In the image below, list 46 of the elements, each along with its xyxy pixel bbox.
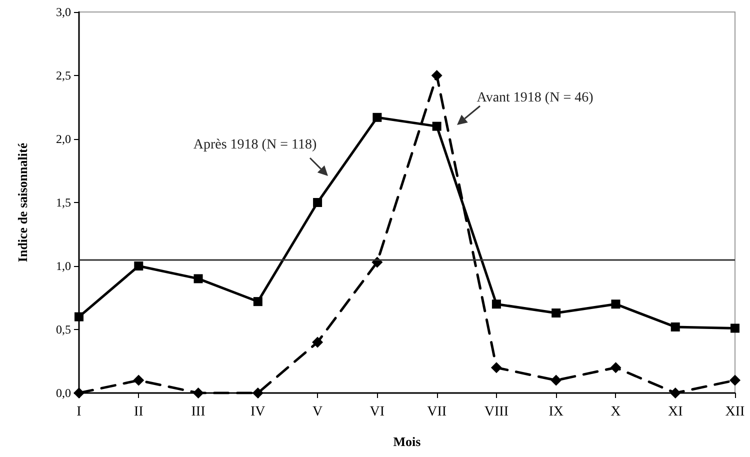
- point: [670, 388, 681, 398]
- x-tick-label: VI: [370, 404, 385, 420]
- annotation: Après 1918 (N = 118): [193, 138, 317, 152]
- y-tick-label: 1,0: [56, 259, 71, 273]
- point: [74, 388, 84, 398]
- point: [611, 300, 620, 309]
- x-tick-label: II: [134, 404, 144, 420]
- y-tick-label: 0,5: [56, 322, 71, 336]
- annotation: Avant 1918 (N = 46): [476, 90, 594, 106]
- point: [610, 362, 622, 374]
- point: [730, 374, 740, 386]
- point: [552, 308, 561, 318]
- y-tick-label: 2,5: [56, 68, 71, 82]
- y-tick-label: 0,0: [56, 386, 71, 400]
- x-axis-title: Mois: [393, 434, 421, 449]
- x-tick-label: VIII: [484, 404, 509, 420]
- point: [313, 198, 322, 207]
- point: [670, 322, 680, 332]
- y-axis-title: Indice de saisonnalité: [15, 142, 30, 262]
- point: [490, 362, 502, 374]
- point: [192, 388, 204, 398]
- point: [492, 300, 501, 309]
- point: [253, 297, 262, 306]
- point: [133, 374, 144, 386]
- x-tick-label: IV: [250, 404, 266, 420]
- y-tick-label: 2,0: [56, 132, 71, 146]
- point: [134, 262, 144, 270]
- point: [730, 324, 740, 333]
- point: [431, 70, 442, 81]
- x-tick-label: XII: [725, 404, 746, 420]
- point: [252, 388, 264, 398]
- point: [312, 336, 324, 348]
- y-tick-label: 3,0: [56, 5, 71, 19]
- point: [550, 374, 562, 386]
- x-tick-label: X: [610, 404, 621, 420]
- x-tick-label: VII: [427, 404, 447, 420]
- point: [194, 274, 203, 284]
- point: [372, 112, 382, 122]
- x-tick-label: XI: [668, 404, 684, 420]
- x-tick-label: III: [191, 404, 206, 420]
- x-tick-label: V: [312, 404, 323, 420]
- y-tick-label: 1,5: [56, 196, 71, 210]
- x-tick-label: I: [76, 404, 82, 420]
- point: [432, 122, 442, 131]
- x-tick-label: IX: [548, 404, 564, 420]
- point: [74, 312, 84, 322]
